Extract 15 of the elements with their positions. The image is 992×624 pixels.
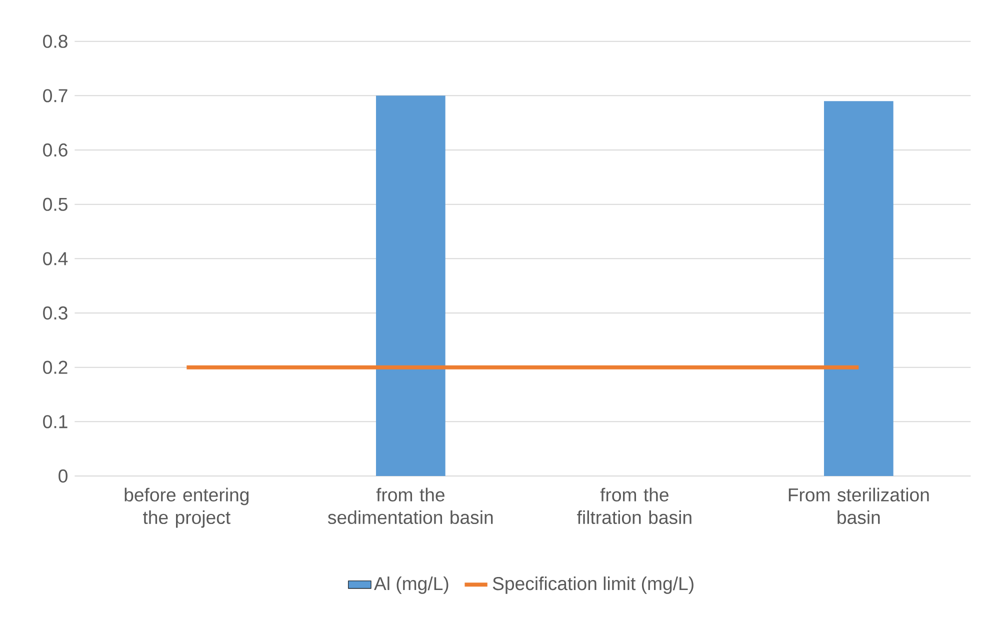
y-tick-label: 0 [58, 469, 68, 483]
y-tick-label: 0.2 [43, 360, 68, 374]
x-tick-label: from the filtration basin [577, 488, 692, 524]
y-tick-label: 0.1 [43, 415, 68, 428]
y-tick-label: 0.3 [43, 306, 68, 320]
y-tick-label: 0.6 [43, 143, 68, 157]
legend-label: Al (mg/L) [374, 576, 448, 594]
x-tick-label: From sterilization basin [788, 488, 929, 524]
y-tick-label: 0.7 [43, 89, 68, 102]
y-tick-label: 0.4 [43, 252, 68, 266]
y-tick-label: 0.8 [43, 34, 68, 48]
x-tick-label: before entering the project [124, 488, 249, 528]
legend-label: Specification limit (mg/L) [492, 576, 694, 594]
y-tick-label: 0.5 [43, 198, 68, 211]
x-tick-label: from the sedimentation basin [328, 488, 493, 524]
